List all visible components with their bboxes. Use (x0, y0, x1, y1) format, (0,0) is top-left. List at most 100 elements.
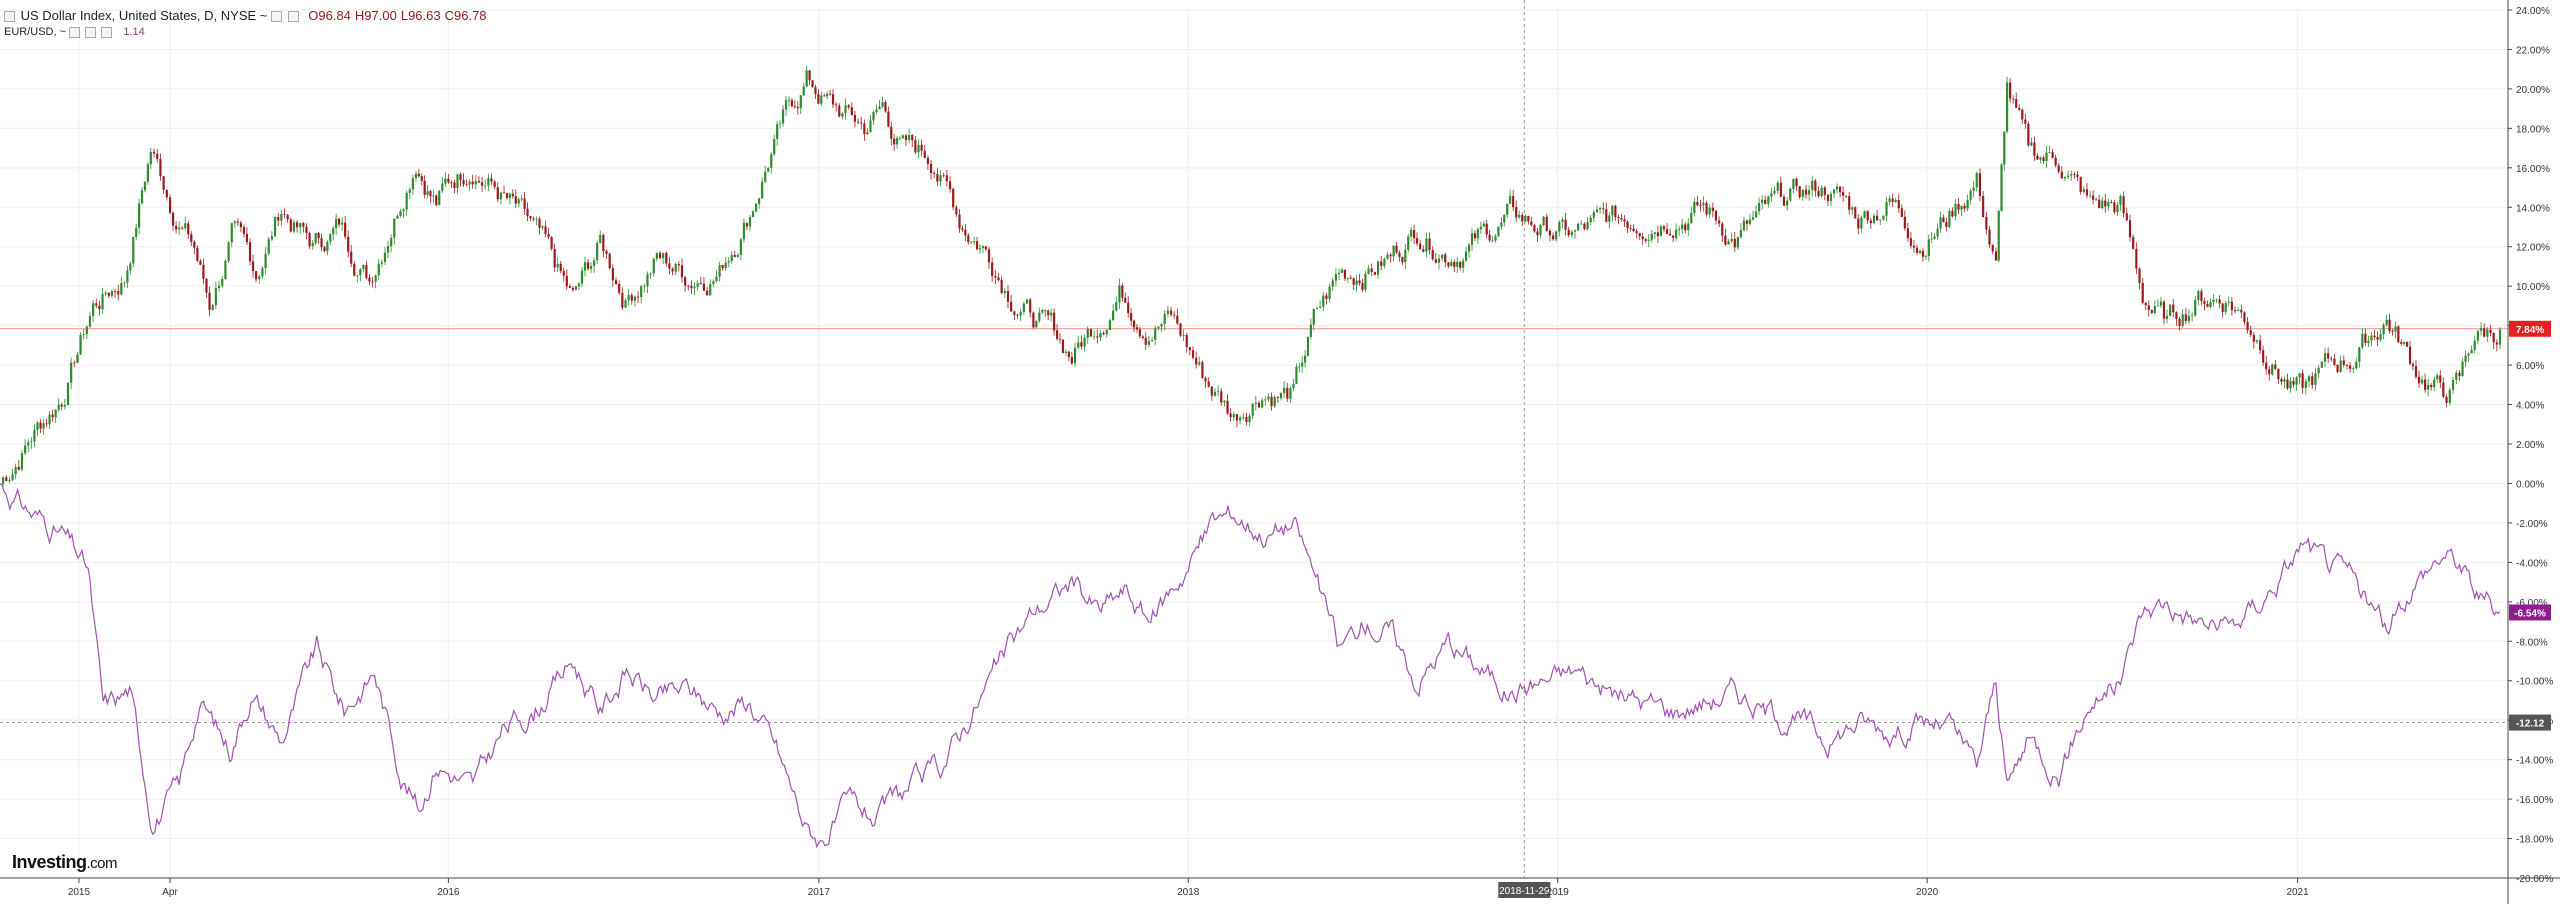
candle (1521, 212, 1524, 226)
candle-body (1061, 339, 1065, 353)
candle-body (1580, 223, 1583, 225)
candle-body (1479, 226, 1482, 230)
close-icon[interactable] (287, 11, 299, 23)
candle (1671, 235, 1675, 243)
candle (2030, 137, 2033, 147)
candle-body (721, 265, 724, 268)
candle-body (618, 284, 621, 293)
candle (2088, 190, 2092, 199)
candle (1693, 197, 1696, 217)
eurusd-line (0, 483, 2501, 849)
candle (123, 281, 126, 288)
candle-body (2355, 361, 2358, 369)
candle-body (1764, 199, 1767, 204)
candle (251, 254, 255, 278)
candle (1906, 222, 1909, 242)
candle (856, 118, 860, 125)
candle-body (739, 239, 742, 256)
candle-body (945, 175, 948, 182)
y-axis[interactable]: 24.00%22.00%20.00%18.00%16.00%14.00%12.0… (2507, 0, 2553, 904)
caret-icon[interactable]: ~ (259, 8, 268, 23)
candle-body (1730, 238, 1733, 242)
candle (1739, 223, 1742, 239)
candle (2400, 339, 2403, 346)
candle (447, 174, 450, 184)
candle (823, 93, 826, 97)
candle-body (471, 181, 474, 185)
candle (2021, 107, 2024, 124)
candle-body (2252, 334, 2255, 342)
candle-body (85, 326, 88, 335)
candle-body (958, 214, 961, 229)
candle-body (580, 270, 584, 284)
candle-body (655, 253, 658, 259)
candle-body (1690, 212, 1693, 224)
candle (70, 357, 73, 390)
candle-body (847, 105, 850, 108)
settings-icon[interactable] (271, 11, 283, 23)
eye-icon[interactable] (69, 26, 81, 38)
settings-icon[interactable] (85, 26, 97, 38)
candle-body (117, 291, 120, 295)
candle (48, 411, 51, 429)
candle-body (236, 221, 239, 223)
candle (1006, 285, 1010, 309)
candle (2000, 163, 2003, 212)
candle-body (423, 180, 426, 195)
candle (1029, 297, 1032, 318)
candle-body (239, 222, 242, 228)
candle-body (2430, 385, 2433, 388)
candle (736, 252, 739, 258)
candle-body (702, 283, 706, 291)
candle-body (1270, 396, 1273, 407)
candle-body (933, 173, 936, 175)
candle-body (1653, 232, 1656, 234)
candle-body (1115, 302, 1118, 311)
candle-body (1696, 201, 1699, 206)
close-icon[interactable] (101, 26, 113, 38)
candle (1779, 176, 1782, 198)
candle (1232, 411, 1235, 422)
candle-body (665, 252, 668, 264)
candle (2330, 356, 2333, 362)
collapse-icon[interactable] (4, 11, 15, 23)
candle (1226, 394, 1229, 415)
candle-body (2, 477, 5, 484)
candle-body (1823, 187, 1826, 195)
x-axis[interactable]: 2015 Apr 2016 2017 2018 2019 2020 2021 (0, 877, 2560, 898)
candle (2252, 332, 2255, 349)
candle-body (2259, 340, 2262, 351)
reference-badge-label: 7.84% (2516, 325, 2544, 336)
candle (1086, 326, 1089, 344)
candle (1239, 415, 1242, 425)
candle (1276, 396, 1279, 403)
candle (429, 189, 432, 203)
candle-body (1885, 202, 1888, 216)
candle (2033, 136, 2036, 161)
candle-body (2486, 329, 2489, 337)
candle-body (1412, 229, 1416, 239)
candle-body (1099, 332, 1102, 338)
low-value: L96.63 (400, 8, 441, 23)
candle-body (887, 111, 890, 127)
candle (1623, 215, 1626, 227)
candle-body (1605, 209, 1608, 222)
candle (787, 96, 791, 107)
candle-body (890, 126, 893, 139)
candle-body (787, 100, 791, 102)
compare-caret-icon[interactable]: ~ (59, 26, 67, 38)
candle (991, 257, 994, 282)
candle (511, 189, 514, 199)
candle (1988, 225, 1991, 249)
candle (1903, 210, 1906, 231)
candle-body (898, 138, 902, 139)
candle (805, 65, 808, 88)
candle-body (2298, 373, 2301, 378)
candle (1096, 329, 1099, 344)
candle (2153, 300, 2156, 315)
candle-body (1548, 230, 1551, 236)
x-tick-label: 2017 (808, 887, 831, 898)
candle (2455, 370, 2458, 385)
candle-body (1204, 378, 1207, 382)
